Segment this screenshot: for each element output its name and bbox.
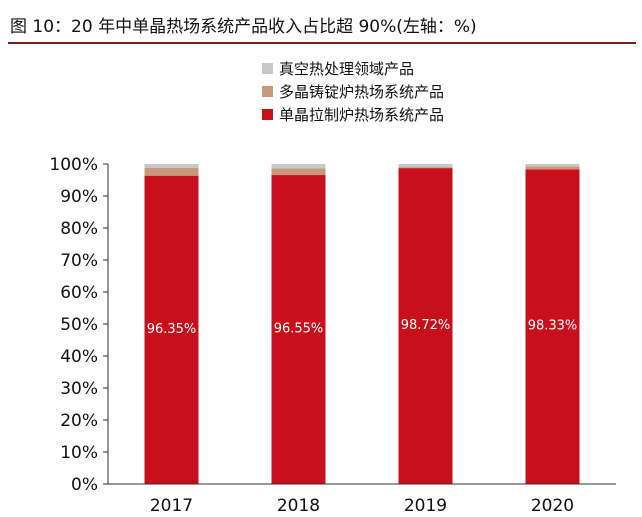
bar-segment-monocrystal — [525, 169, 580, 484]
y-tick-label: 90% — [60, 187, 98, 207]
data-label: 98.72% — [401, 318, 451, 333]
y-tick-label: 40% — [60, 347, 98, 367]
y-tick-label: 60% — [60, 283, 98, 303]
y-tick-label: 100% — [49, 155, 98, 175]
bar-segment-vacuum — [398, 164, 453, 168]
y-tick-label: 70% — [60, 251, 98, 271]
bar-segment-polycrystal — [398, 167, 453, 169]
y-tick-label: 10% — [60, 443, 98, 463]
x-tick-label: 2018 — [277, 496, 320, 516]
bar-segment-vacuum — [144, 164, 199, 168]
title-divider — [8, 42, 636, 44]
legend-swatch — [262, 109, 273, 120]
y-tick-label: 20% — [60, 411, 98, 431]
data-label: 96.55% — [274, 322, 324, 337]
legend-swatch — [262, 63, 273, 74]
legend-label: 多晶铸锭炉热场系统产品 — [279, 83, 444, 101]
chart-title: 图 10：20 年中单晶热场系统产品收入占比超 90%(左轴：%) — [10, 17, 477, 37]
x-axis: 2017 2018 2019 2020 — [108, 483, 616, 516]
y-tick-label: 80% — [60, 219, 98, 239]
bar-segment-polycrystal — [525, 166, 580, 170]
data-label: 98.33% — [528, 319, 578, 334]
legend-label: 真空热处理领域产品 — [279, 60, 414, 78]
x-tick-label: 2020 — [531, 496, 574, 516]
y-tick-label: 0% — [71, 475, 98, 495]
legend-swatch — [262, 86, 273, 97]
bar-segment-vacuum — [525, 164, 580, 167]
y-tick-label: 30% — [60, 379, 98, 399]
bar-segment-monocrystal — [398, 168, 453, 484]
bar-segment-monocrystal — [144, 175, 199, 484]
legend-label: 单晶拉制炉热场系统产品 — [279, 106, 444, 124]
bar-segment-monocrystal — [271, 175, 326, 485]
bars: 96.35% 96.55% 98.72% 98.33% — [144, 164, 580, 485]
y-axis: 0% 10% 20% 30% 40% 50% 60% 70% 80% 90% 100% — [49, 155, 109, 495]
x-tick-label: 2017 — [150, 496, 193, 516]
bar-segment-polycrystal — [144, 168, 199, 176]
x-tick-label: 2019 — [404, 496, 447, 516]
y-tick-label: 50% — [60, 315, 98, 335]
data-label: 96.35% — [147, 322, 197, 337]
bar-segment-polycrystal — [271, 168, 326, 176]
bar-segment-vacuum — [271, 164, 326, 169]
